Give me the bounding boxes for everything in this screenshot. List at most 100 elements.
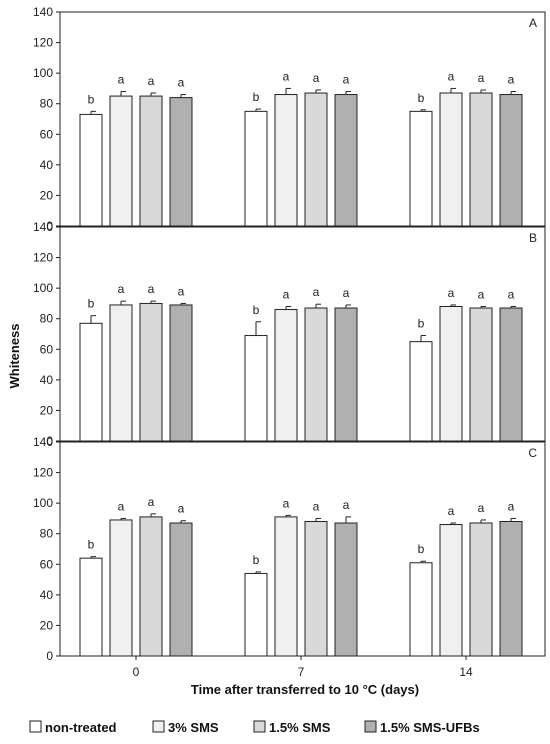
significance-label: b bbox=[253, 303, 260, 317]
significance-label: b bbox=[253, 553, 260, 567]
panel-frame bbox=[59, 226, 546, 442]
y-tick-label: 120 bbox=[33, 36, 53, 50]
y-tick-label: 0 bbox=[46, 434, 53, 448]
significance-label: a bbox=[118, 499, 125, 513]
legend-swatch bbox=[29, 720, 42, 733]
bar-1-5-sms bbox=[304, 307, 328, 442]
significance-label: b bbox=[88, 538, 95, 552]
bar-1-5-sms bbox=[469, 92, 493, 227]
legend-label: non-treated bbox=[45, 720, 117, 735]
significance-label: a bbox=[343, 498, 350, 512]
y-tick-label: 80 bbox=[40, 97, 54, 111]
legend-label: 3% SMS bbox=[168, 720, 219, 735]
bar-non-treated bbox=[244, 572, 268, 657]
bar-1-5-sms-ufbs bbox=[334, 94, 358, 227]
y-tick-label: 100 bbox=[33, 66, 53, 80]
bar-non-treated bbox=[244, 335, 268, 442]
y-tick-label: 40 bbox=[40, 158, 54, 172]
bar-3-sms bbox=[109, 304, 133, 442]
y-tick-label: 60 bbox=[40, 342, 54, 356]
y-tick-label: 40 bbox=[40, 373, 54, 387]
bar-1-5-sms-ufbs bbox=[334, 307, 358, 442]
panel-b: 0 20 40 60 80 100 120 140 Bb a a a b a a a b a a a bbox=[33, 220, 546, 448]
bar-non-treated bbox=[409, 562, 433, 657]
y-tick-label: 80 bbox=[40, 312, 54, 326]
significance-label: a bbox=[508, 499, 515, 513]
significance-label: a bbox=[178, 284, 185, 298]
y-tick-label: 40 bbox=[40, 588, 54, 602]
panel-label: B bbox=[529, 231, 537, 245]
bar-non-treated bbox=[409, 110, 433, 227]
significance-label: a bbox=[313, 499, 320, 513]
significance-label: a bbox=[448, 504, 455, 518]
significance-label: a bbox=[148, 495, 155, 509]
legend-swatch bbox=[253, 720, 266, 733]
bar-1-5-sms-ufbs bbox=[499, 307, 523, 442]
y-tick-label: 0 bbox=[46, 219, 53, 233]
significance-label: b bbox=[88, 92, 95, 106]
bar-non-treated bbox=[79, 322, 103, 442]
bar-1-5-sms bbox=[304, 92, 328, 227]
legend-swatch bbox=[152, 720, 165, 733]
y-tick-label: 60 bbox=[40, 127, 54, 141]
significance-label: b bbox=[88, 297, 95, 311]
legend-swatch bbox=[364, 720, 377, 733]
panel-a: 0 20 40 60 80 100 120 140 Ab a a a b a a a b a a a bbox=[33, 5, 546, 233]
significance-label: a bbox=[283, 69, 290, 83]
x-axis-title: Time after transferred to 10 °C (days) bbox=[191, 682, 419, 697]
y-tick-label: 100 bbox=[33, 496, 53, 510]
bar-1-5-sms-ufbs bbox=[334, 522, 358, 657]
significance-label: b bbox=[418, 317, 425, 331]
panel-label: C bbox=[528, 446, 537, 460]
legend-label: 1.5% SMS-UFBs bbox=[380, 720, 480, 735]
significance-label: b bbox=[418, 91, 425, 105]
bar-3-sms bbox=[439, 524, 463, 657]
y-tick-label: 100 bbox=[33, 281, 53, 295]
bar-3-sms bbox=[439, 305, 463, 442]
panel-label: A bbox=[529, 16, 537, 30]
bar-3-sms bbox=[439, 92, 463, 227]
bar-1-5-sms bbox=[469, 522, 493, 657]
significance-label: a bbox=[118, 72, 125, 86]
y-tick-label: 140 bbox=[33, 5, 53, 19]
significance-label: a bbox=[118, 282, 125, 296]
bar-1-5-sms bbox=[469, 307, 493, 442]
significance-label: a bbox=[448, 286, 455, 300]
significance-label: a bbox=[283, 287, 290, 301]
bar-3-sms bbox=[274, 309, 298, 442]
y-tick-label: 140 bbox=[33, 220, 53, 234]
x-tick-label: 0 bbox=[133, 665, 140, 679]
significance-label: b bbox=[418, 542, 425, 556]
significance-label: a bbox=[343, 72, 350, 86]
legend: non-treated 3% SMS 1.5% SMS 1.5% SMS-UFBs bbox=[29, 720, 480, 735]
significance-label: b bbox=[253, 90, 260, 104]
bar-1-5-sms bbox=[139, 95, 163, 227]
legend-label: 1.5% SMS bbox=[269, 720, 331, 735]
significance-label: a bbox=[313, 71, 320, 85]
significance-label: a bbox=[478, 501, 485, 515]
y-tick-label: 0 bbox=[46, 649, 53, 663]
x-tick-label: 14 bbox=[459, 665, 473, 679]
bar-non-treated bbox=[409, 341, 433, 442]
y-tick-label: 140 bbox=[33, 435, 53, 449]
bar-3-sms bbox=[274, 516, 298, 657]
panel-c: 0 20 40 60 80 100 120 140 Cb a a a b a a a b a a a bbox=[33, 435, 546, 663]
significance-label: a bbox=[343, 286, 350, 300]
significance-label: a bbox=[508, 287, 515, 301]
significance-label: a bbox=[478, 287, 485, 301]
bar-1-5-sms bbox=[139, 302, 163, 442]
panel-frame bbox=[59, 441, 546, 657]
significance-label: a bbox=[448, 69, 455, 83]
significance-label: a bbox=[313, 285, 320, 299]
bar-1-5-sms-ufbs bbox=[499, 94, 523, 227]
y-tick-label: 120 bbox=[33, 466, 53, 480]
significance-label: a bbox=[478, 71, 485, 85]
significance-label: a bbox=[178, 502, 185, 516]
y-tick-label: 20 bbox=[40, 188, 54, 202]
bar-1-5-sms bbox=[139, 516, 163, 657]
bar-1-5-sms-ufbs bbox=[499, 520, 523, 657]
bar-1-5-sms-ufbs bbox=[169, 522, 193, 657]
significance-label: a bbox=[148, 74, 155, 88]
